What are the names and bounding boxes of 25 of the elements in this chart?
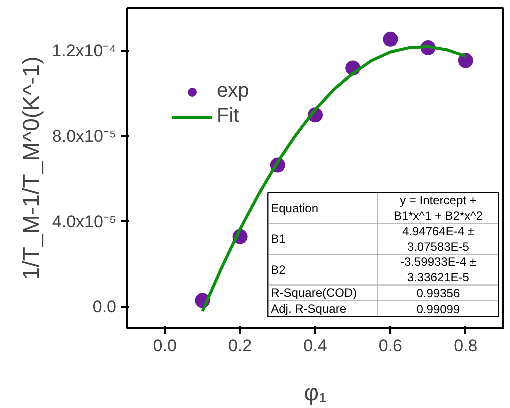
legend-label: Fit xyxy=(217,105,240,128)
annotation: y = Intercept + B1*x^1 + B2*x^2 xyxy=(394,194,484,224)
x-tick-label: 0.0 xyxy=(153,336,177,356)
legend-label: exp xyxy=(217,80,250,103)
annotation: B2 xyxy=(271,262,286,277)
x-tick-label: 0.4 xyxy=(304,336,328,356)
x-tick-label: 0.6 xyxy=(378,336,403,356)
y-tick-label: 4.0x10⁻⁵ xyxy=(52,212,117,232)
point xyxy=(458,53,474,68)
point xyxy=(383,32,398,47)
x-axis-title: φ₁ xyxy=(304,380,328,406)
annotation: 0.99099 xyxy=(416,302,460,316)
y-tick-label: 1.2x10⁻⁴ xyxy=(52,42,117,61)
y-tick-label: 0.0 xyxy=(92,298,117,317)
annotation: 4.94764E-4 ± 3.07583E-5 xyxy=(402,224,475,254)
y-axis-title: 1/T_M-1/T_M^0(K^-1) xyxy=(18,56,44,280)
annotation: Equation xyxy=(271,201,319,216)
annotation: R-Square(COD) xyxy=(271,286,358,300)
annotation: 0.99356 xyxy=(416,286,460,301)
annotation: B1 xyxy=(271,232,286,246)
annotation: Adj. R-Square xyxy=(271,302,347,316)
x-tick-label: 0.8 xyxy=(454,336,478,356)
x-tick-label: 0.2 xyxy=(228,336,252,356)
annotation: -3.59933E-4 ± 3.33621E-5 xyxy=(400,255,477,285)
y-tick-label: 8.0x10⁻⁵ xyxy=(52,127,117,146)
